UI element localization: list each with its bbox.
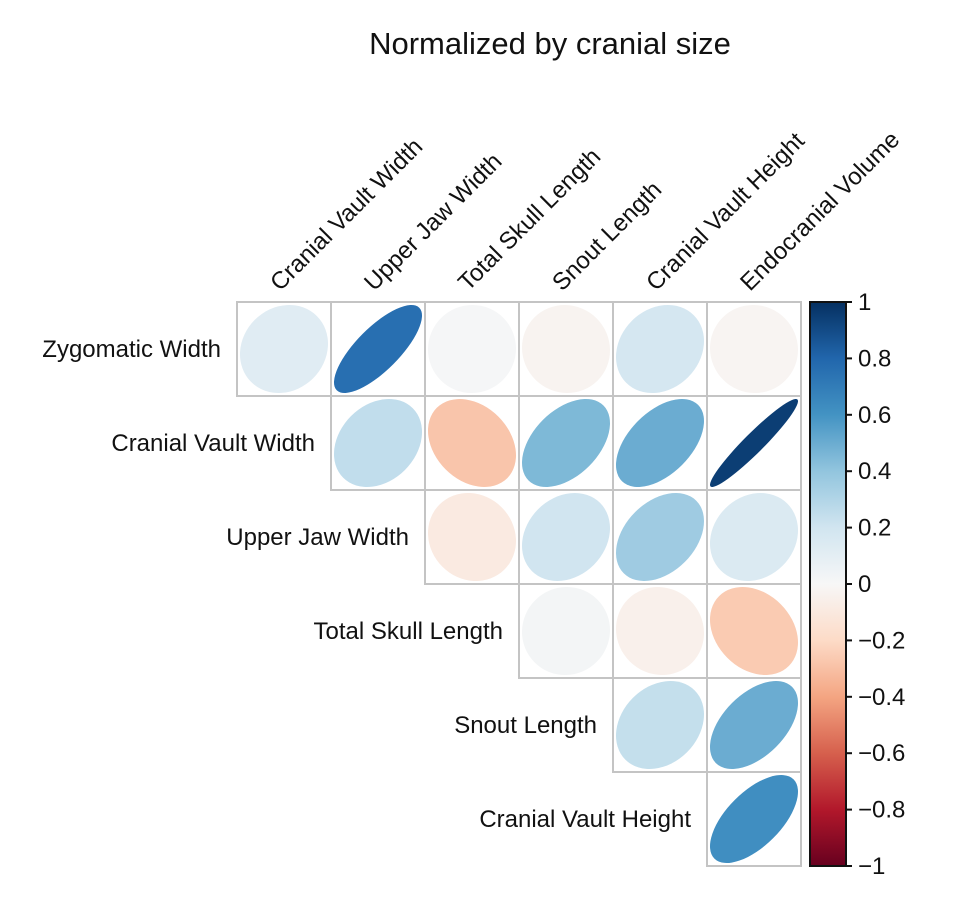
colorbar-tick-label: 0.8 [858,345,891,372]
colorbar-tick-label: 1 [858,289,871,316]
cell-3-4 [612,583,708,679]
colorbar-tick-label: 0 [858,571,871,598]
cell-2-5 [706,489,802,585]
cell-2-2 [424,489,520,585]
correlation-ellipse [710,399,798,487]
cell-0-0 [236,301,332,397]
correlation-ellipse [709,304,799,394]
chart-title: Normalized by cranial size [369,26,731,61]
correlation-cells [236,301,802,867]
cell-1-2 [424,395,520,491]
colorbar-ticks: 1 0.8 0.6 0.4 0.2 0 −0.2 −0.4 −0.6 −0.8 −1 [846,289,905,880]
cell-0-1 [330,301,426,397]
row-label-cranial-vault-height: Cranial Vault Height [479,806,691,833]
cell-1-1 [330,395,426,491]
correlation-ellipse [522,399,610,487]
row-label-snout-length: Snout Length [454,712,597,739]
correlation-ellipse [522,493,610,581]
colorbar-tick-label: −0.6 [858,740,905,767]
colorbar-tick-label: 0.2 [858,515,891,542]
cell-3-5 [706,583,802,679]
cell-1-3 [518,395,614,491]
cell-2-3 [518,489,614,585]
cell-2-4 [612,489,708,585]
correlation-ellipse [710,681,798,769]
colorbar-tick-label: 0.6 [858,402,891,429]
colorbar-tick-label: −0.8 [858,797,905,824]
correlation-ellipse [710,587,798,675]
cell-1-5 [706,395,802,491]
correlation-ellipse [615,680,705,770]
row-label-zygomatic-width: Zygomatic Width [42,336,221,363]
cell-0-5 [706,301,802,397]
correlation-ellipse [615,304,705,394]
column-label-endocranial-volume: Endocranial Volume [735,126,905,296]
cell-0-2 [424,301,520,397]
cell-0-3 [518,301,614,397]
cell-1-4 [612,395,708,491]
correlation-ellipse [427,398,517,488]
column-label-cranial-vault-height: Cranial Vault Height [641,127,810,296]
colorbar-gradient [809,301,847,867]
cell-5-5 [706,771,802,867]
correlation-ellipse [521,586,611,676]
correlation-ellipse [616,399,704,487]
colorbar-tick-label: 0.4 [858,458,891,485]
cell-0-4 [612,301,708,397]
column-label-cranial-vault-width: Cranial Vault Width [265,133,428,296]
row-label-upper-jaw-width: Upper Jaw Width [226,524,409,551]
colorbar-tick-label: −0.2 [858,627,905,654]
row-label-total-skull-length: Total Skull Length [314,618,503,645]
cell-3-3 [518,583,614,679]
colorbar-tick-label: −0.4 [858,684,905,711]
colorbar-tick-label: −1 [858,853,885,880]
correlation-ellipse [615,586,705,676]
correlation-ellipse [333,398,423,488]
row-label-cranial-vault-width: Cranial Vault Width [111,430,315,457]
cell-4-4 [612,677,708,773]
correlation-ellipse [710,775,798,863]
row-labels: Zygomatic Width Cranial Vault Width Upper … [42,336,691,833]
correlation-ellipse [710,493,798,581]
correlation-ellipse [427,304,517,394]
correlation-ellipse [616,493,704,581]
correlation-ellipse [239,304,329,394]
correlation-ellipse [522,304,611,394]
colorbar: 1 0.8 0.6 0.4 0.2 0 −0.2 −0.4 −0.6 −0.8 −1 [809,289,905,880]
cell-4-5 [706,677,802,773]
correlation-ellipse [428,493,516,581]
correlation-ellipse [334,305,422,393]
